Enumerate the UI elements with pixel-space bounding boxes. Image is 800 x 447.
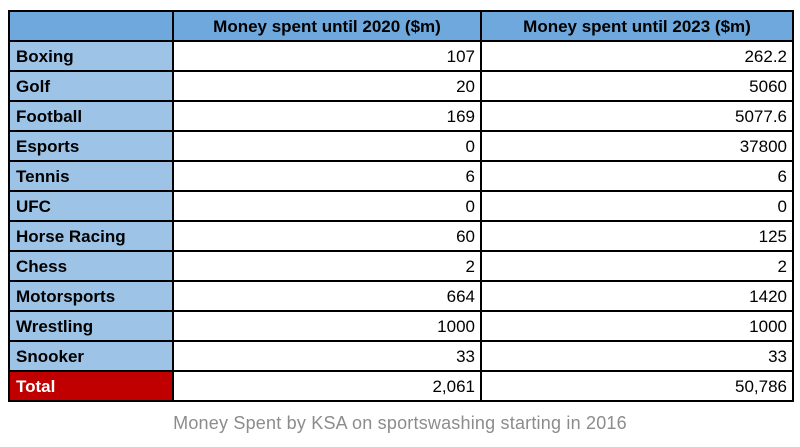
- value-2020: 0: [172, 130, 482, 162]
- row-label-motorsports: Motorsports: [8, 280, 174, 312]
- value-2023: 1000: [480, 310, 794, 342]
- table-row: Esports 0 37800: [8, 130, 794, 162]
- value-2020: 20: [172, 70, 482, 102]
- row-label-ufc: UFC: [8, 190, 174, 222]
- value-2023: 262.2: [480, 40, 794, 72]
- table-row: Boxing 107 262.2: [8, 40, 794, 72]
- total-value-2023: 50,786: [480, 370, 794, 402]
- column-header-2020: Money spent until 2020 ($m): [172, 10, 482, 42]
- value-2023: 37800: [480, 130, 794, 162]
- value-2023: 5077.6: [480, 100, 794, 132]
- row-label-horse-racing: Horse Racing: [8, 220, 174, 252]
- table-row: Motorsports 664 1420: [8, 280, 794, 312]
- value-2020: 33: [172, 340, 482, 372]
- value-2023: 1420: [480, 280, 794, 312]
- value-2023: 125: [480, 220, 794, 252]
- table-row: Tennis 6 6: [8, 160, 794, 192]
- row-label-tennis: Tennis: [8, 160, 174, 192]
- header-row: Money spent until 2020 ($m) Money spent …: [8, 10, 794, 42]
- table-row: Wrestling 1000 1000: [8, 310, 794, 342]
- value-2023: 33: [480, 340, 794, 372]
- value-2023: 2: [480, 250, 794, 282]
- value-2020: 169: [172, 100, 482, 132]
- row-label-football: Football: [8, 100, 174, 132]
- value-2020: 107: [172, 40, 482, 72]
- value-2023: 0: [480, 190, 794, 222]
- table-row: Football 169 5077.6: [8, 100, 794, 132]
- row-label-esports: Esports: [8, 130, 174, 162]
- value-2023: 5060: [480, 70, 794, 102]
- row-label-wrestling: Wrestling: [8, 310, 174, 342]
- row-label-boxing: Boxing: [8, 40, 174, 72]
- total-row: Total 2,061 50,786: [8, 370, 794, 402]
- table-caption: Money Spent by KSA on sportswashing star…: [173, 413, 627, 433]
- row-label-golf: Golf: [8, 70, 174, 102]
- value-2020: 6: [172, 160, 482, 192]
- value-2020: 664: [172, 280, 482, 312]
- table-row: Snooker 33 33: [8, 340, 794, 372]
- total-value-2020: 2,061: [172, 370, 482, 402]
- value-2020: 0: [172, 190, 482, 222]
- column-header-2023: Money spent until 2023 ($m): [480, 10, 794, 42]
- value-2020: 60: [172, 220, 482, 252]
- value-2020: 2: [172, 250, 482, 282]
- value-2020: 1000: [172, 310, 482, 342]
- spending-table: Money spent until 2020 ($m) Money spent …: [8, 10, 794, 402]
- corner-cell: [8, 10, 174, 42]
- value-2023: 6: [480, 160, 794, 192]
- row-label-snooker: Snooker: [8, 340, 174, 372]
- row-label-total: Total: [8, 370, 174, 402]
- table-row: Chess 2 2: [8, 250, 794, 282]
- row-label-chess: Chess: [8, 250, 174, 282]
- spending-table-container: Money spent until 2020 ($m) Money spent …: [8, 10, 794, 402]
- table-row: UFC 0 0: [8, 190, 794, 222]
- table-row: Horse Racing 60 125: [8, 220, 794, 252]
- table-row: Golf 20 5060: [8, 70, 794, 102]
